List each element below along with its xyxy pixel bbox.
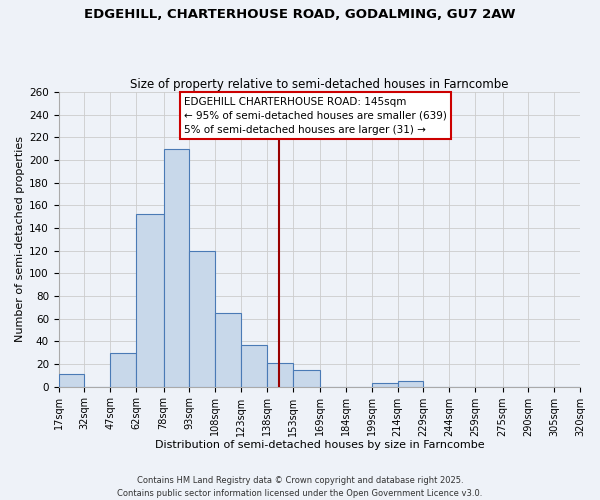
Bar xyxy=(59,374,85,386)
Title: Size of property relative to semi-detached houses in Farncombe: Size of property relative to semi-detach… xyxy=(130,78,509,91)
Text: Contains HM Land Registry data © Crown copyright and database right 2025.
Contai: Contains HM Land Registry data © Crown c… xyxy=(118,476,482,498)
Bar xyxy=(267,363,293,386)
Text: EDGEHILL, CHARTERHOUSE ROAD, GODALMING, GU7 2AW: EDGEHILL, CHARTERHOUSE ROAD, GODALMING, … xyxy=(84,8,516,20)
Bar xyxy=(398,381,424,386)
Bar xyxy=(136,214,164,386)
Bar xyxy=(372,383,398,386)
Bar xyxy=(164,149,190,386)
Bar xyxy=(293,370,320,386)
Bar xyxy=(241,344,267,387)
Bar xyxy=(215,313,241,386)
Bar xyxy=(110,352,136,386)
Text: EDGEHILL CHARTERHOUSE ROAD: 145sqm
← 95% of semi-detached houses are smaller (63: EDGEHILL CHARTERHOUSE ROAD: 145sqm ← 95%… xyxy=(184,96,446,134)
Bar xyxy=(190,250,215,386)
Y-axis label: Number of semi-detached properties: Number of semi-detached properties xyxy=(15,136,25,342)
X-axis label: Distribution of semi-detached houses by size in Farncombe: Distribution of semi-detached houses by … xyxy=(155,440,484,450)
